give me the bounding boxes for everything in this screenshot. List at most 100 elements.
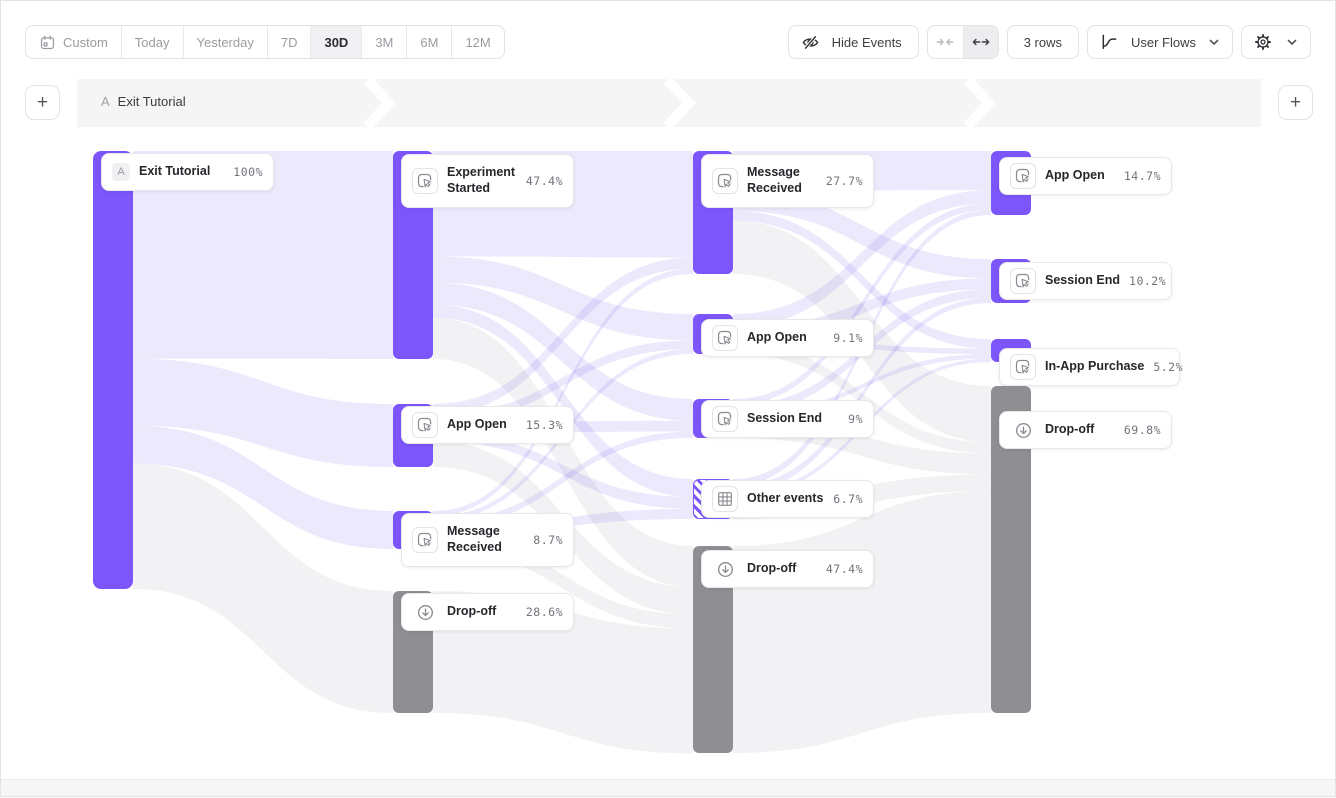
node-label-experiment-started: Experiment Started <box>447 165 516 195</box>
flow-ribbon-app-open-2-to-other-events[interactable] <box>433 432 693 509</box>
date-range-12m[interactable]: 12M <box>452 26 503 58</box>
flow-ribbon-experiment-started-to-app-open-3[interactable] <box>433 256 693 341</box>
event-cursor-icon <box>712 168 738 194</box>
node-pct-app-open-4: 14.7% <box>1123 169 1161 183</box>
chevron-down-icon <box>1286 36 1298 48</box>
toolbar-right: Hide Events <box>787 25 1311 59</box>
node-bar-exit-tutorial[interactable] <box>93 151 133 589</box>
node-card-exit-tutorial[interactable]: A Exit Tutorial 100% <box>101 153 274 191</box>
flow-chart-icon <box>1100 33 1119 52</box>
drop-off-icon <box>712 556 738 582</box>
node-card-message-received-2[interactable]: Message Received 8.7% <box>401 513 574 567</box>
date-range-label: 7D <box>280 34 298 50</box>
flow-ribbon-message-received-2-to-message-received-3[interactable] <box>433 268 693 517</box>
flow-ribbon-drop-off-3-to-drop-off-4[interactable] <box>733 490 991 753</box>
spacing-toggle <box>926 25 999 59</box>
calendar-icon <box>39 34 56 51</box>
hide-events-label: Hide Events <box>831 34 902 50</box>
flow-ribbon-exit-tutorial-to-drop-off-2[interactable] <box>133 463 393 713</box>
add-step-right-button[interactable]: + <box>1278 85 1313 120</box>
add-step-left-button[interactable]: + <box>25 85 60 120</box>
node-label-session-end-4: Session End <box>1045 273 1121 288</box>
date-range-yesterday[interactable]: Yesterday <box>184 26 268 58</box>
flow-ribbon-experiment-started-to-session-end-3[interactable] <box>433 282 693 421</box>
node-pct-other-events: 6.7% <box>833 492 863 506</box>
node-label-app-open-3: App Open <box>747 330 807 345</box>
node-pct-message-received-3: 27.7% <box>825 174 863 188</box>
node-label-app-open-4: App Open <box>1045 168 1105 183</box>
rows-button[interactable]: 3 rows <box>1006 25 1079 59</box>
node-pct-experiment-started: 47.4% <box>525 174 563 188</box>
node-pct-app-open-3: 9.1% <box>833 331 863 345</box>
drop-off-icon <box>412 599 438 625</box>
node-pct-message-received-2: 8.7% <box>533 533 563 547</box>
flow-ribbon-app-open-3-to-app-open-4[interactable] <box>733 190 991 328</box>
node-label-drop-off-2: Drop-off <box>447 604 497 619</box>
node-pct-session-end-4: 10.2% <box>1129 274 1167 288</box>
flow-ribbon-session-end-3-to-app-open-4[interactable] <box>733 203 991 406</box>
node-pct-session-end-3: 9% <box>848 412 863 426</box>
drop-off-icon <box>1010 417 1036 443</box>
settings-button[interactable] <box>1241 25 1311 59</box>
event-cursor-icon <box>412 527 438 553</box>
node-card-experiment-started[interactable]: Experiment Started 47.4% <box>401 154 574 208</box>
node-card-drop-off-2[interactable]: Drop-off 28.6% <box>401 593 574 631</box>
date-range-6m[interactable]: 6M <box>407 26 453 58</box>
flow-ribbon-exit-tutorial-to-message-received-2[interactable] <box>133 425 393 549</box>
date-range-label: 6M <box>420 34 439 50</box>
step-title: Exit Tutorial <box>117 94 186 109</box>
event-cursor-icon <box>1010 268 1036 294</box>
node-label-message-received-3: Message Received <box>747 165 802 195</box>
node-pct-drop-off-3: 47.4% <box>825 562 863 576</box>
date-range-label: Yesterday <box>196 34 254 50</box>
node-card-in-app-purchase[interactable]: In-App Purchase 5.2% <box>999 348 1184 386</box>
node-label-drop-off-3: Drop-off <box>747 561 797 576</box>
date-range-7d[interactable]: 7D <box>268 26 312 58</box>
toolbar: Custom Today Yesterday 7D 30D 3M 6M 12M Hide Ev… <box>1 1 1335 79</box>
chevron-down-icon <box>1208 36 1220 48</box>
node-pct-exit-tutorial: 100% <box>233 165 263 179</box>
date-range-30d[interactable]: 30D <box>311 26 363 58</box>
flow-ribbon-app-open-2-to-message-received-3[interactable] <box>433 257 693 415</box>
step-header-band: A Exit Tutorial <box>77 79 1261 127</box>
node-card-drop-off-4[interactable]: Drop-off 69.8% <box>999 411 1172 449</box>
expand-columns-button[interactable] <box>962 26 998 58</box>
hide-events-button[interactable]: Hide Events <box>787 25 919 59</box>
node-card-session-end-3[interactable]: Session End 9% <box>701 400 874 438</box>
date-range-label: 12M <box>465 34 491 50</box>
step-letter: A <box>101 94 110 109</box>
step-separator-chevrons <box>363 79 996 127</box>
node-pct-in-app-purchase: 5.2% <box>1153 360 1184 374</box>
date-range-label: 3M <box>375 34 394 50</box>
date-range-label: Custom <box>63 34 108 50</box>
node-card-message-received-3[interactable]: Message Received 27.7% <box>701 154 874 208</box>
node-label-drop-off-4: Drop-off <box>1045 422 1095 437</box>
gear-icon <box>1254 33 1272 51</box>
node-label-other-events: Other events <box>747 491 824 506</box>
node-card-app-open-3[interactable]: App Open 9.1% <box>701 319 874 357</box>
view-selector-label: User Flows <box>1130 34 1196 50</box>
date-range-label: Today <box>134 34 170 50</box>
view-selector-button[interactable]: User Flows <box>1086 25 1233 59</box>
flow-ribbon-exit-tutorial-to-app-open-2[interactable] <box>133 358 393 467</box>
node-card-drop-off-3[interactable]: Drop-off 47.4% <box>701 550 874 588</box>
node-card-app-open-2[interactable]: App Open 15.3% <box>401 406 574 444</box>
horizontal-scrollbar[interactable] <box>1 779 1335 796</box>
date-range-3m[interactable]: 3M <box>362 26 408 58</box>
node-card-other-events[interactable]: Other events 6.7% <box>701 480 874 518</box>
event-cursor-icon <box>412 412 438 438</box>
step-letter-badge: A <box>112 163 130 181</box>
flow-ribbon-experiment-started-to-other-events[interactable] <box>433 304 693 497</box>
event-cursor-icon <box>712 406 738 432</box>
date-range-today[interactable]: Today <box>122 26 184 58</box>
event-cursor-icon <box>412 168 438 194</box>
node-label-message-received-2: Message Received <box>447 524 502 554</box>
collapse-columns-button[interactable] <box>928 26 963 58</box>
node-card-session-end-4[interactable]: Session End 10.2% <box>999 262 1172 300</box>
node-pct-drop-off-4: 69.8% <box>1123 423 1161 437</box>
step-a-header[interactable]: A Exit Tutorial <box>101 94 186 109</box>
date-range-label: 30D <box>324 34 349 50</box>
node-card-app-open-4[interactable]: App Open 14.7% <box>999 157 1172 195</box>
date-range-custom[interactable]: Custom <box>26 26 122 58</box>
